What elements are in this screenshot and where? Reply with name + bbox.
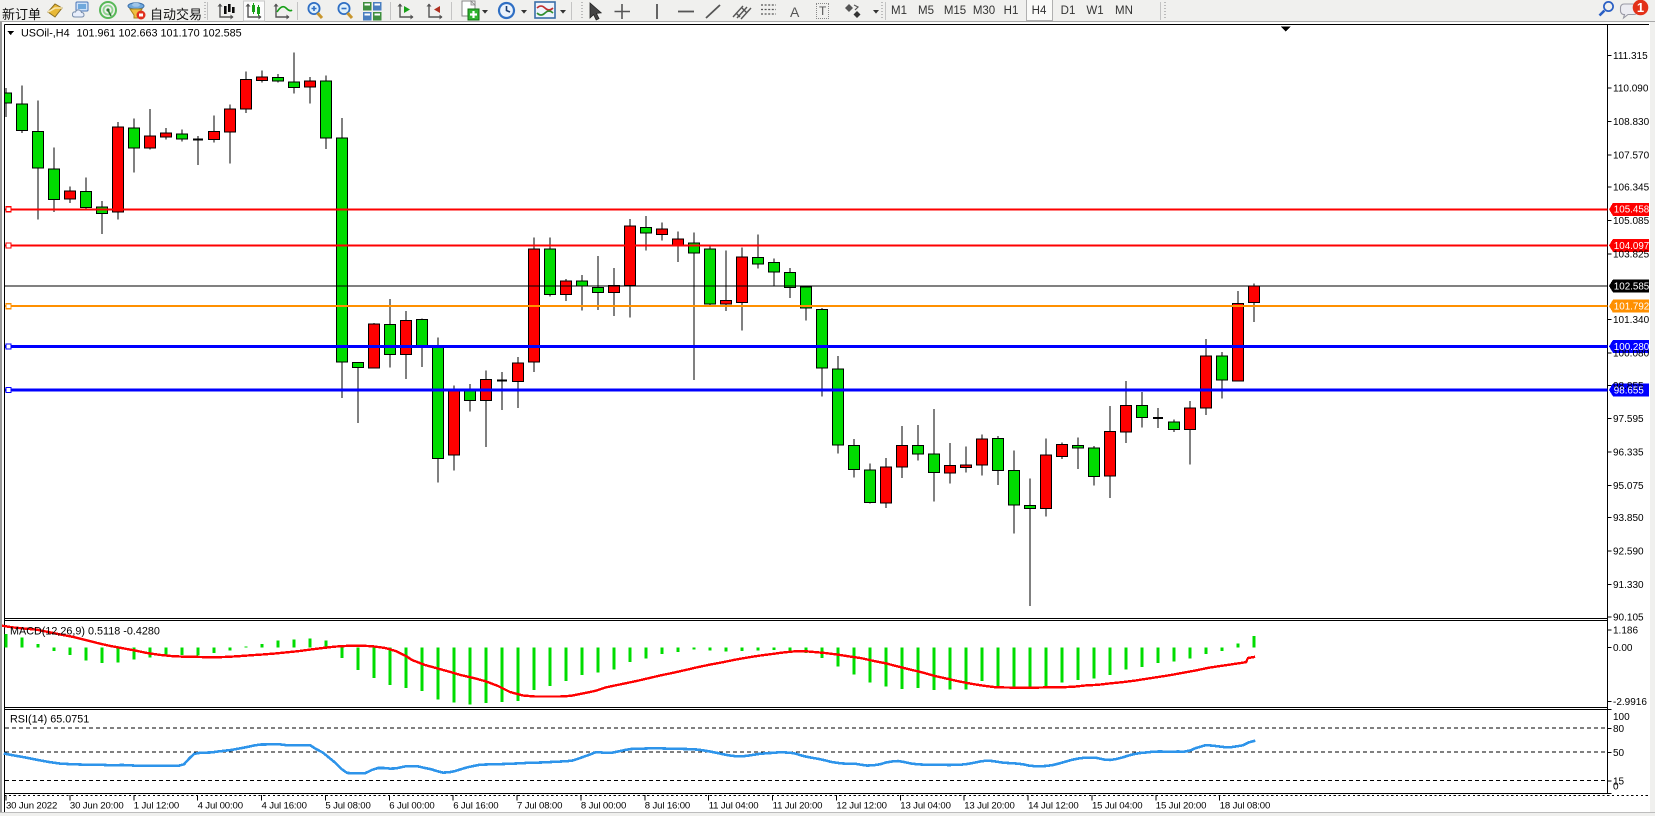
svg-text:8 Jul 16:00: 8 Jul 16:00	[645, 801, 690, 812]
svg-text:6 Jul 16:00: 6 Jul 16:00	[453, 801, 498, 812]
svg-text:4 Jul 16:00: 4 Jul 16:00	[262, 801, 307, 812]
svg-text:108.830: 108.830	[1613, 117, 1650, 128]
svg-text:0: 0	[1613, 782, 1619, 793]
svg-text:15 Jul 20:00: 15 Jul 20:00	[1156, 801, 1206, 812]
svg-text:103.825: 103.825	[1613, 249, 1650, 260]
svg-text:100.080: 100.080	[1613, 348, 1650, 359]
svg-text:50: 50	[1613, 748, 1625, 759]
svg-text:4 Jul 00:00: 4 Jul 00:00	[198, 801, 243, 812]
svg-text:104.097: 104.097	[1614, 241, 1649, 252]
svg-text:1 Jul 12:00: 1 Jul 12:00	[134, 801, 179, 812]
svg-text:13 Jul 20:00: 13 Jul 20:00	[964, 801, 1014, 812]
svg-text:30 Jun 2022: 30 Jun 2022	[6, 801, 57, 812]
svg-text:106.345: 106.345	[1613, 183, 1650, 194]
svg-text:USOil-,H4: USOil-,H4	[21, 27, 70, 39]
svg-text:RSI(14) 65.0751: RSI(14) 65.0751	[10, 714, 89, 726]
svg-text:80: 80	[1613, 724, 1625, 735]
svg-text:8 Jul 00:00: 8 Jul 00:00	[581, 801, 626, 812]
svg-text:101.792: 101.792	[1614, 302, 1649, 313]
svg-text:1.186: 1.186	[1613, 626, 1638, 637]
svg-text:90.105: 90.105	[1613, 612, 1644, 623]
svg-text:11 Jul 20:00: 11 Jul 20:00	[773, 801, 823, 812]
svg-text:30 Jun 20:00: 30 Jun 20:00	[70, 801, 124, 812]
svg-text:95.075: 95.075	[1613, 481, 1644, 492]
svg-text:101.340: 101.340	[1613, 315, 1650, 326]
svg-text:11 Jul 04:00: 11 Jul 04:00	[709, 801, 759, 812]
svg-text:91.330: 91.330	[1613, 580, 1644, 591]
svg-text:100.280: 100.280	[1614, 342, 1650, 353]
svg-text:102.585: 102.585	[1614, 281, 1650, 292]
svg-text:-2.9916: -2.9916	[1613, 697, 1647, 708]
svg-text:12 Jul 12:00: 12 Jul 12:00	[836, 801, 886, 812]
svg-text:92.590: 92.590	[1613, 547, 1644, 558]
svg-text:105.458: 105.458	[1614, 205, 1650, 216]
svg-text:98.855: 98.855	[1613, 381, 1644, 392]
svg-text:98.655: 98.655	[1614, 385, 1645, 396]
svg-text:0.00: 0.00	[1613, 643, 1633, 654]
svg-text:97.595: 97.595	[1613, 414, 1644, 425]
svg-text:1: 1	[1637, 0, 1644, 15]
svg-text:101.961 102.663 101.170 102.58: 101.961 102.663 101.170 102.585	[77, 27, 242, 39]
svg-text:13 Jul 04:00: 13 Jul 04:00	[900, 801, 950, 812]
svg-text:6 Jul 00:00: 6 Jul 00:00	[389, 801, 434, 812]
svg-text:96.335: 96.335	[1613, 448, 1644, 459]
svg-text:14 Jul 12:00: 14 Jul 12:00	[1028, 801, 1078, 812]
svg-text:110.090: 110.090	[1613, 84, 1649, 95]
svg-text:93.850: 93.850	[1613, 513, 1644, 524]
svg-text:18 Jul 08:00: 18 Jul 08:00	[1220, 801, 1270, 812]
svg-text:7 Jul 08:00: 7 Jul 08:00	[517, 801, 562, 812]
svg-text:15 Jul 04:00: 15 Jul 04:00	[1092, 801, 1142, 812]
svg-text:111.315: 111.315	[1613, 51, 1648, 62]
svg-text:15: 15	[1613, 776, 1625, 787]
svg-text:107.570: 107.570	[1613, 150, 1650, 161]
svg-text:105.085: 105.085	[1613, 216, 1650, 227]
svg-text:100: 100	[1613, 712, 1630, 723]
svg-text:MACD(12,26,9) 0.5118 -0.4280: MACD(12,26,9) 0.5118 -0.4280	[10, 626, 160, 638]
svg-text:5 Jul 08:00: 5 Jul 08:00	[325, 801, 370, 812]
